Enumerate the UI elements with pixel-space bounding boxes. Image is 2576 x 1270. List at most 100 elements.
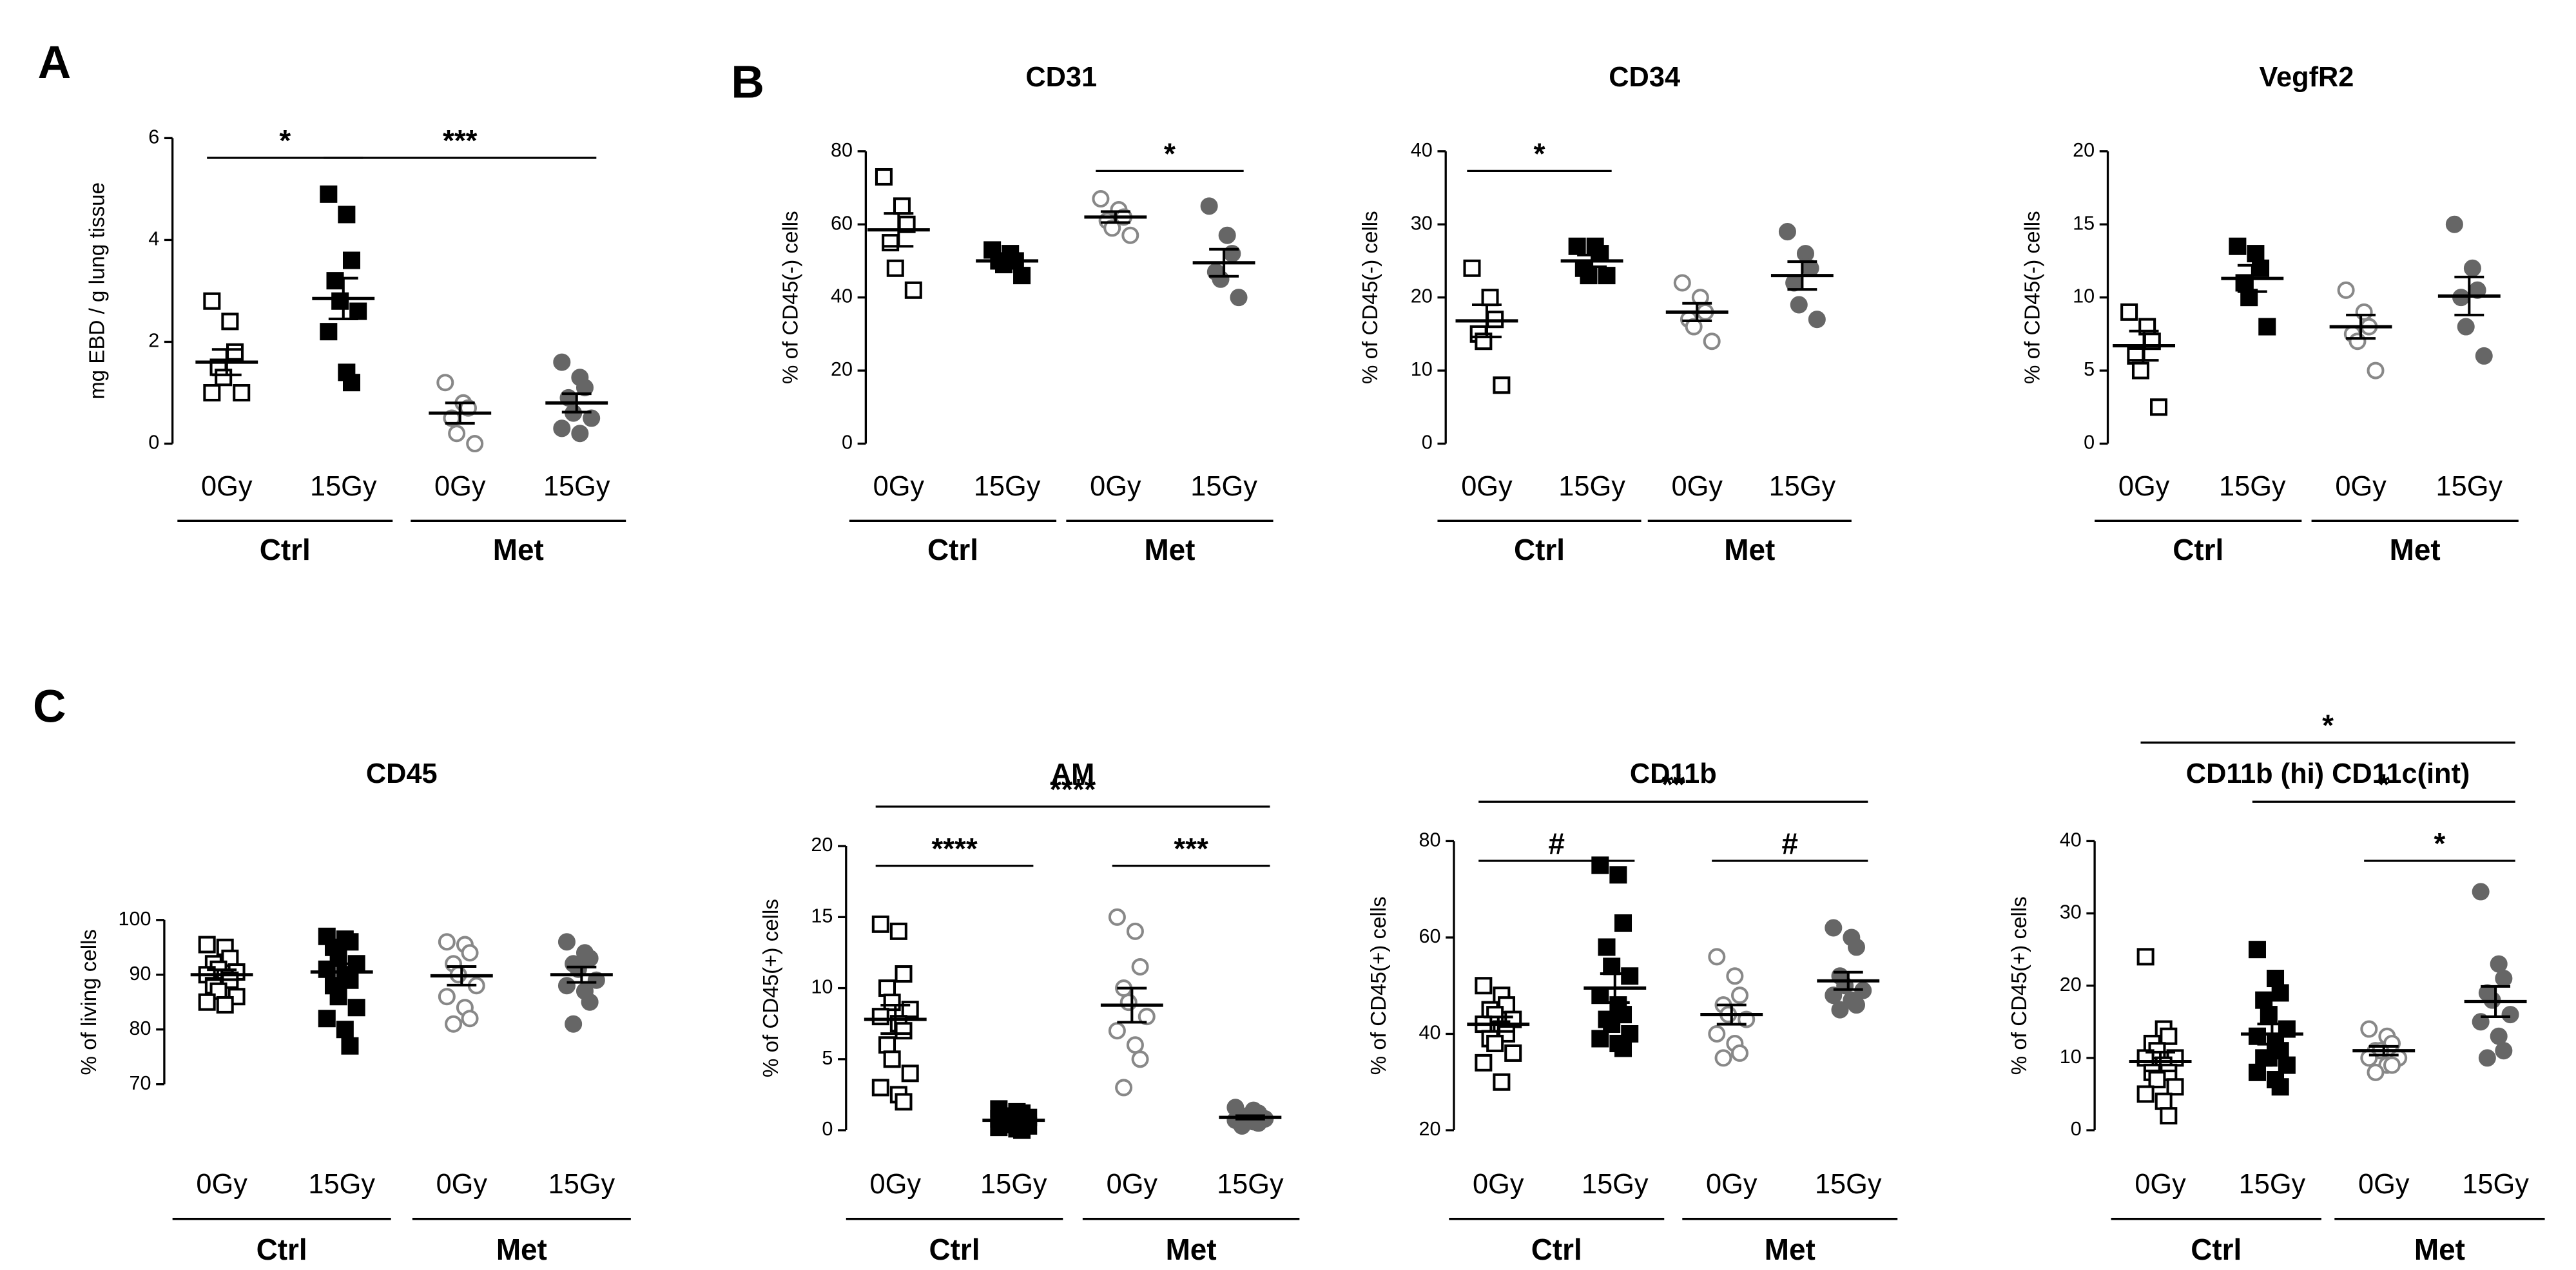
data-point bbox=[895, 1022, 913, 1040]
data-point bbox=[2248, 1063, 2266, 1081]
data-point bbox=[342, 251, 361, 269]
data-point bbox=[2367, 361, 2385, 380]
data-point bbox=[553, 419, 571, 438]
data-point bbox=[889, 922, 907, 940]
y-tick-label: 0 bbox=[2071, 1118, 2082, 1140]
data-point bbox=[341, 933, 359, 951]
data-point bbox=[1591, 245, 1609, 263]
data-point bbox=[466, 435, 484, 453]
y-tick-label: 0 bbox=[1422, 432, 1433, 454]
data-point bbox=[2457, 318, 2475, 336]
data-point bbox=[875, 168, 893, 186]
y-axis-label: mg EBD / g lung tissue bbox=[86, 182, 110, 399]
data-point bbox=[198, 936, 216, 954]
sem-bar bbox=[2145, 1050, 2176, 1073]
sem-bar bbox=[207, 968, 237, 981]
y-tick-label: 60 bbox=[1419, 925, 1441, 947]
data-point bbox=[216, 996, 234, 1014]
y-tick-label: 80 bbox=[130, 1017, 151, 1039]
data-point bbox=[1825, 919, 1843, 937]
data-point bbox=[2278, 1056, 2296, 1074]
group-label: Met bbox=[496, 1233, 547, 1266]
data-point bbox=[1831, 1001, 1849, 1019]
data-point bbox=[461, 944, 479, 962]
sem-bar bbox=[1235, 1114, 1265, 1121]
y-tick-label: 90 bbox=[130, 963, 151, 985]
data-point bbox=[1126, 1036, 1144, 1054]
y-tick-label: 40 bbox=[2060, 829, 2082, 851]
x-tick-label: 0Gy bbox=[434, 471, 486, 502]
data-point bbox=[557, 977, 576, 995]
data-point bbox=[901, 1064, 919, 1082]
y-tick-label: 10 bbox=[1411, 358, 1433, 380]
significance-label: * bbox=[2322, 709, 2334, 742]
data-point bbox=[338, 206, 356, 224]
significance-label: **** bbox=[931, 832, 978, 865]
chart-title: CD11b bbox=[1630, 758, 1717, 789]
y-axis-label: % of CD45(+) cells bbox=[2008, 896, 2031, 1075]
sem-bar bbox=[1472, 303, 1502, 338]
data-point bbox=[1790, 296, 1808, 314]
y-tick-label: 0 bbox=[2084, 432, 2095, 454]
x-tick-label: 15Gy bbox=[1582, 1169, 1649, 1200]
significance-label: **** bbox=[1050, 773, 1096, 806]
group-label: Ctrl bbox=[1514, 533, 1565, 566]
significance-label: # bbox=[1781, 827, 1798, 860]
data-point bbox=[1808, 311, 1826, 329]
sem-bar bbox=[2346, 313, 2376, 340]
data-point bbox=[1598, 267, 1616, 285]
sem-bar bbox=[2257, 1023, 2287, 1046]
group-label: Met bbox=[1166, 1233, 1217, 1266]
sem-bar bbox=[880, 1003, 911, 1035]
data-point bbox=[1138, 1008, 1156, 1026]
x-tick-label: 15Gy bbox=[1217, 1169, 1284, 1200]
data-point bbox=[2260, 1006, 2278, 1024]
data-point bbox=[1609, 866, 1627, 884]
data-point bbox=[1119, 994, 1138, 1012]
y-tick-label: 15 bbox=[811, 905, 833, 927]
y-axis-label: % of CD45(+) cells bbox=[1367, 896, 1391, 1075]
data-point bbox=[2240, 289, 2258, 307]
data-point bbox=[436, 374, 454, 392]
data-point bbox=[1475, 1054, 1493, 1072]
sem-bar bbox=[1716, 1003, 1747, 1026]
data-point bbox=[2229, 237, 2247, 255]
sem-bar bbox=[327, 962, 357, 982]
data-point bbox=[2260, 1049, 2278, 1067]
x-tick-label: 15Gy bbox=[2239, 1169, 2306, 1200]
data-point bbox=[571, 425, 589, 443]
data-point bbox=[1614, 914, 1632, 932]
data-point bbox=[1708, 948, 1726, 966]
x-tick-label: 0Gy bbox=[870, 1169, 922, 1200]
data-point bbox=[1126, 922, 1144, 940]
data-point bbox=[2247, 245, 2265, 263]
sem-bar bbox=[567, 965, 597, 984]
data-point bbox=[2445, 215, 2463, 233]
data-point bbox=[2360, 1049, 2378, 1067]
data-point bbox=[1730, 986, 1749, 1005]
y-axis-label: % of CD45(-) cells bbox=[779, 211, 802, 384]
data-point bbox=[1598, 938, 1616, 956]
data-point bbox=[203, 292, 221, 310]
sem-bar bbox=[447, 965, 477, 986]
data-point bbox=[1131, 957, 1149, 976]
x-tick-label: 0Gy bbox=[2135, 1169, 2186, 1200]
y-tick-label: 10 bbox=[811, 976, 833, 998]
data-point bbox=[2120, 303, 2138, 321]
data-point bbox=[2271, 984, 2289, 1002]
data-point bbox=[1796, 245, 1814, 263]
x-tick-label: 0Gy bbox=[1671, 471, 1723, 502]
data-point bbox=[565, 1015, 583, 1033]
data-point bbox=[1785, 274, 1803, 292]
data-point bbox=[581, 993, 599, 1011]
y-axis-label: % of living cells bbox=[77, 929, 101, 1075]
y-tick-label: 20 bbox=[831, 358, 853, 380]
data-point bbox=[557, 933, 576, 951]
data-point bbox=[2155, 1092, 2173, 1110]
y-tick-label: 60 bbox=[831, 212, 853, 234]
data-point bbox=[1230, 289, 1248, 307]
data-point bbox=[2248, 1027, 2266, 1045]
chart-title: CD31 bbox=[1025, 62, 1097, 93]
sem-bar bbox=[1117, 986, 1147, 1024]
